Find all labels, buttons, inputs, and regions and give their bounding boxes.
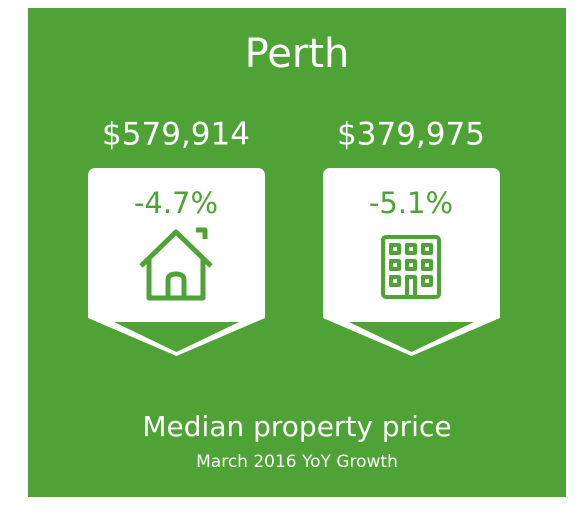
city-title: Perth	[245, 31, 350, 77]
card-arrow	[349, 322, 474, 352]
change: -4.7%	[134, 186, 218, 220]
footer-title: Median property price	[142, 410, 451, 443]
apartment-icon	[381, 235, 441, 299]
change: -5.1%	[369, 186, 453, 220]
price: $579,914	[102, 117, 250, 153]
card-arrow	[114, 322, 239, 352]
price: $379,975	[337, 117, 485, 153]
footer-subtitle: March 2016 YoY Growth	[196, 452, 398, 472]
house-icon	[139, 227, 213, 301]
card-shape	[88, 168, 265, 356]
